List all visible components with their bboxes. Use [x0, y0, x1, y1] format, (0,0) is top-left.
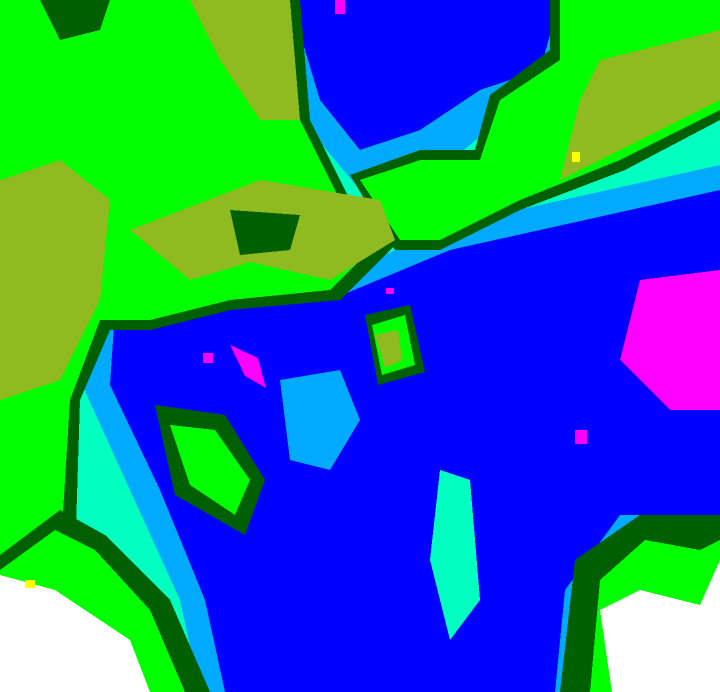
land-left	[0, 0, 380, 570]
dark-center-patch	[230, 210, 300, 255]
magenta-right	[620, 270, 720, 410]
water-mid-patch	[280, 370, 360, 470]
island-left-green	[170, 425, 250, 515]
olive-topright	[560, 30, 720, 180]
water-deep-main	[110, 190, 720, 692]
white-bottomright	[600, 560, 720, 692]
olive-island	[375, 330, 402, 368]
magenta-patch	[203, 353, 213, 363]
yellow-patch	[25, 580, 35, 588]
water-deep-top	[290, 0, 560, 150]
water-mid-patch	[430, 470, 480, 640]
magenta-patch	[230, 345, 266, 388]
yellow-patch	[572, 152, 580, 162]
magenta-patch	[575, 430, 587, 444]
magenta-patch	[386, 288, 394, 294]
dark-left-patch	[40, 0, 110, 40]
olive-top	[190, 0, 300, 120]
magenta-patch	[335, 0, 345, 14]
olive-left	[0, 160, 110, 400]
white-bottomleft	[0, 575, 150, 692]
